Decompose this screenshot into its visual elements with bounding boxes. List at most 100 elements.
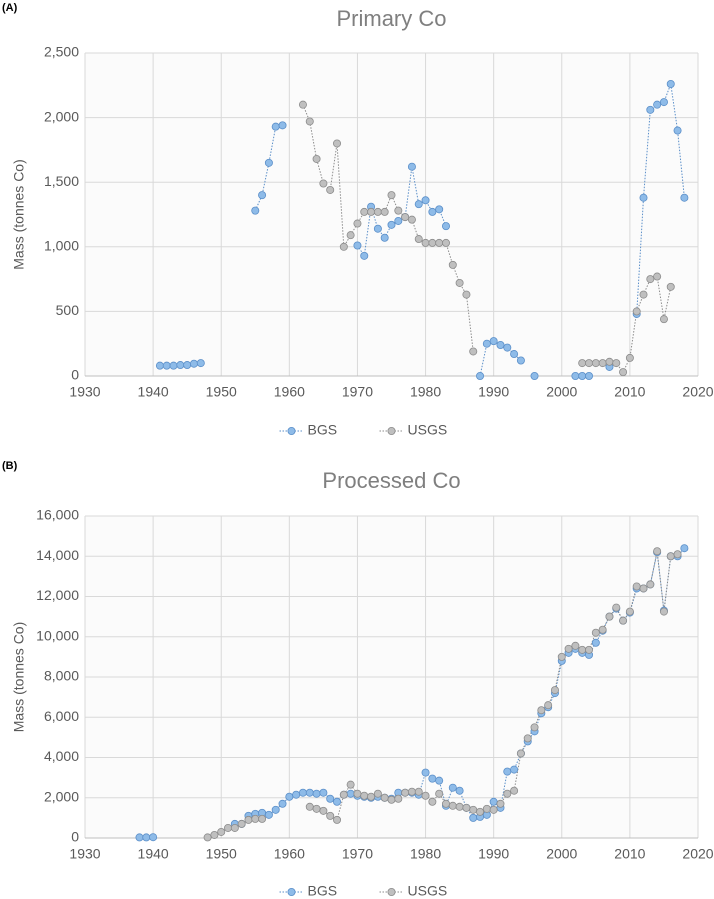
x-tick-label: 1940 [138, 846, 169, 862]
y-tick-label: 4,000 [44, 748, 79, 764]
data-point [646, 580, 655, 589]
data-point [462, 803, 471, 812]
data-point [612, 603, 621, 612]
data-point [339, 790, 348, 799]
data-point [380, 793, 389, 802]
legend-marker [287, 888, 296, 897]
data-point [189, 359, 198, 368]
data-point [312, 804, 321, 813]
data-point [441, 799, 450, 808]
data-point [469, 813, 478, 822]
data-point [244, 815, 253, 824]
data-point [264, 810, 273, 819]
data-point [625, 353, 634, 362]
data-point [516, 356, 525, 365]
x-tick-label: 2000 [546, 384, 577, 400]
data-point [162, 361, 171, 370]
y-tick-label: 1,500 [44, 173, 79, 189]
y-tick-label: 14,000 [36, 547, 79, 563]
data-point [469, 805, 478, 814]
data-point [278, 799, 287, 808]
data-point [482, 339, 491, 348]
data-point [612, 359, 621, 368]
x-tick-label: 2010 [614, 384, 645, 400]
data-point [653, 547, 662, 556]
data-point [271, 805, 280, 814]
data-point [258, 191, 267, 200]
y-tick-label: 1,000 [44, 238, 79, 254]
data-point [142, 833, 151, 842]
y-tick-label: 6,000 [44, 708, 79, 724]
data-point [305, 788, 314, 797]
data-point [441, 222, 450, 231]
data-point [469, 347, 478, 356]
data-point [264, 158, 273, 167]
data-point [653, 272, 662, 281]
data-point [666, 80, 675, 89]
data-point [353, 219, 362, 228]
y-tick-label: 0 [71, 367, 79, 383]
data-point [496, 340, 505, 349]
data-point [428, 797, 437, 806]
x-tick-label: 1980 [410, 384, 441, 400]
legend-label: USGS [408, 883, 448, 899]
data-point [659, 98, 668, 107]
data-point [176, 361, 185, 370]
data-point [632, 582, 641, 591]
legend-label: USGS [408, 422, 448, 438]
data-point [448, 783, 457, 792]
x-tick-label: 1950 [206, 846, 237, 862]
data-point [373, 207, 382, 216]
data-point [407, 215, 416, 224]
data-point [510, 765, 519, 774]
data-point [605, 612, 614, 621]
data-point [632, 307, 641, 316]
data-point [591, 359, 600, 368]
data-point [666, 282, 675, 291]
chart-title: Processed Co [322, 468, 460, 493]
data-point [373, 789, 382, 798]
data-point [421, 238, 430, 247]
x-tick-label: 2020 [682, 384, 713, 400]
data-point [435, 205, 444, 214]
data-point [489, 805, 498, 814]
data-point [380, 233, 389, 242]
data-point [367, 207, 376, 216]
data-point [353, 241, 362, 250]
data-point [619, 616, 628, 625]
x-tick-label: 2020 [682, 846, 713, 862]
data-point [496, 799, 505, 808]
data-point [346, 780, 355, 789]
y-tick-label: 2,000 [44, 788, 79, 804]
y-tick-label: 500 [56, 302, 80, 318]
data-point [414, 235, 423, 244]
x-tick-label: 2000 [546, 846, 577, 862]
data-point [278, 121, 287, 130]
data-point [251, 814, 260, 823]
data-point [680, 193, 689, 202]
data-point [659, 607, 668, 616]
data-point [673, 550, 682, 559]
data-point [673, 126, 682, 135]
data-point [544, 701, 553, 710]
data-point [489, 337, 498, 346]
data-point [333, 797, 342, 806]
data-point [387, 220, 396, 229]
panel-label: (A) [2, 2, 18, 14]
data-point [680, 544, 689, 553]
data-point [217, 827, 226, 836]
x-tick-label: 1930 [69, 846, 100, 862]
data-point [537, 706, 546, 715]
x-tick-label: 1930 [69, 384, 100, 400]
data-point [550, 686, 559, 695]
legend-marker [287, 426, 296, 435]
data-point [401, 788, 410, 797]
data-point [421, 196, 430, 205]
data-point [407, 787, 416, 796]
legend-label: BGS [308, 422, 338, 438]
data-point [169, 361, 178, 370]
data-point [155, 361, 164, 370]
data-point [585, 645, 594, 654]
data-point [605, 357, 614, 366]
